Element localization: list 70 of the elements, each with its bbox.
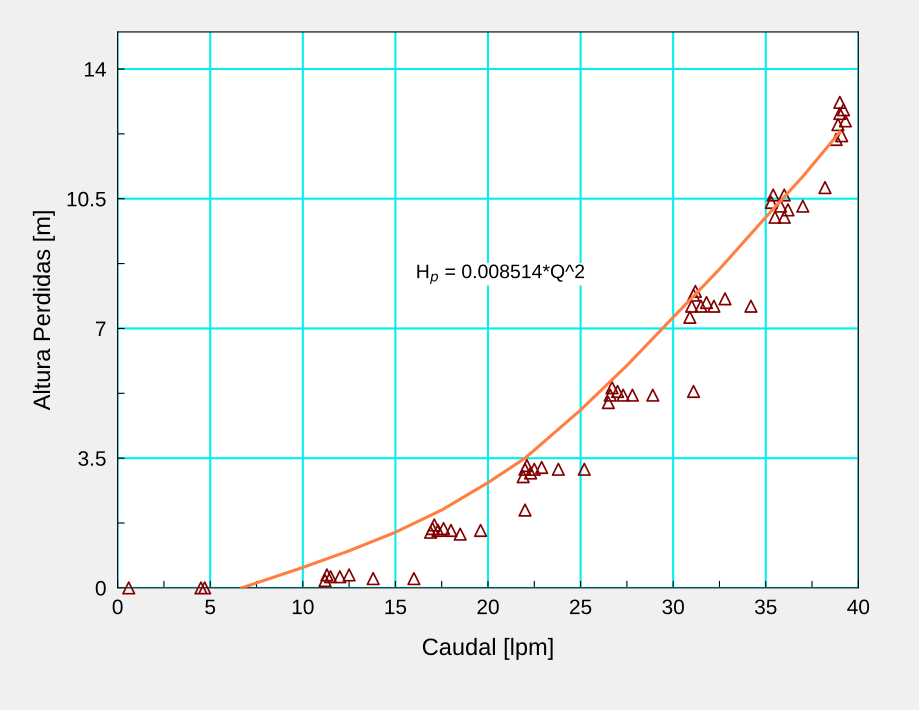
point bbox=[320, 568, 334, 582]
point bbox=[454, 527, 467, 541]
point bbox=[707, 300, 721, 313]
x-tick-label: 30 bbox=[662, 600, 684, 614]
point bbox=[781, 203, 795, 216]
x-tick-label: 5 bbox=[205, 600, 216, 614]
point bbox=[194, 581, 208, 595]
annotation: H$_{p}$ = 0.008514*Q^2 bbox=[417, 264, 584, 284]
point bbox=[324, 570, 338, 584]
point bbox=[685, 300, 698, 313]
point bbox=[718, 292, 732, 306]
point bbox=[431, 524, 445, 538]
point bbox=[333, 570, 346, 584]
point bbox=[766, 188, 780, 202]
point bbox=[424, 526, 438, 539]
point bbox=[407, 572, 421, 586]
point bbox=[366, 572, 380, 586]
point bbox=[778, 188, 791, 202]
y-tick-label: 10.5 bbox=[68, 192, 106, 206]
point bbox=[646, 388, 660, 402]
point bbox=[764, 196, 778, 210]
point bbox=[518, 503, 532, 517]
point bbox=[838, 114, 852, 128]
y-axis-title: Altura Perdidas [m] bbox=[32, 211, 55, 410]
x-tick-label: 40 bbox=[847, 600, 870, 614]
point bbox=[744, 300, 758, 313]
point bbox=[318, 574, 332, 588]
point bbox=[626, 388, 640, 402]
point bbox=[831, 118, 845, 132]
x-tick-label: 35 bbox=[754, 600, 776, 614]
point bbox=[444, 524, 458, 538]
y-tick-label: 3.5 bbox=[78, 451, 106, 466]
point bbox=[605, 381, 619, 394]
y-tick-label: 7 bbox=[96, 322, 106, 336]
point bbox=[436, 522, 450, 536]
point bbox=[778, 210, 791, 224]
point bbox=[686, 384, 700, 398]
point bbox=[688, 284, 702, 298]
point bbox=[516, 470, 530, 484]
point bbox=[578, 462, 591, 476]
point bbox=[535, 460, 548, 474]
x-tick-label: 0 bbox=[112, 600, 123, 614]
point bbox=[836, 103, 850, 116]
x-tick-label: 20 bbox=[477, 600, 499, 614]
point bbox=[602, 396, 615, 410]
point bbox=[694, 300, 708, 313]
point bbox=[604, 388, 617, 402]
x-axis-title: Caudal [lpm] bbox=[422, 638, 553, 660]
point bbox=[610, 384, 624, 398]
point bbox=[528, 462, 541, 476]
point bbox=[342, 568, 356, 582]
point bbox=[122, 581, 136, 595]
point bbox=[683, 310, 696, 324]
point bbox=[474, 524, 488, 538]
x-tick-label: 25 bbox=[570, 600, 592, 614]
point bbox=[833, 106, 846, 120]
point bbox=[835, 129, 848, 142]
x-tick-label: 15 bbox=[385, 600, 406, 614]
point bbox=[198, 581, 212, 595]
point bbox=[768, 210, 782, 224]
point bbox=[700, 296, 714, 310]
point bbox=[818, 180, 832, 194]
x-tick-label: 10 bbox=[292, 600, 314, 614]
y-tick-label: 14 bbox=[84, 62, 106, 77]
point bbox=[616, 388, 630, 402]
point bbox=[833, 96, 846, 110]
point bbox=[552, 462, 565, 476]
y-tick-label: 0 bbox=[96, 580, 106, 596]
point bbox=[524, 466, 538, 480]
point bbox=[796, 199, 810, 213]
